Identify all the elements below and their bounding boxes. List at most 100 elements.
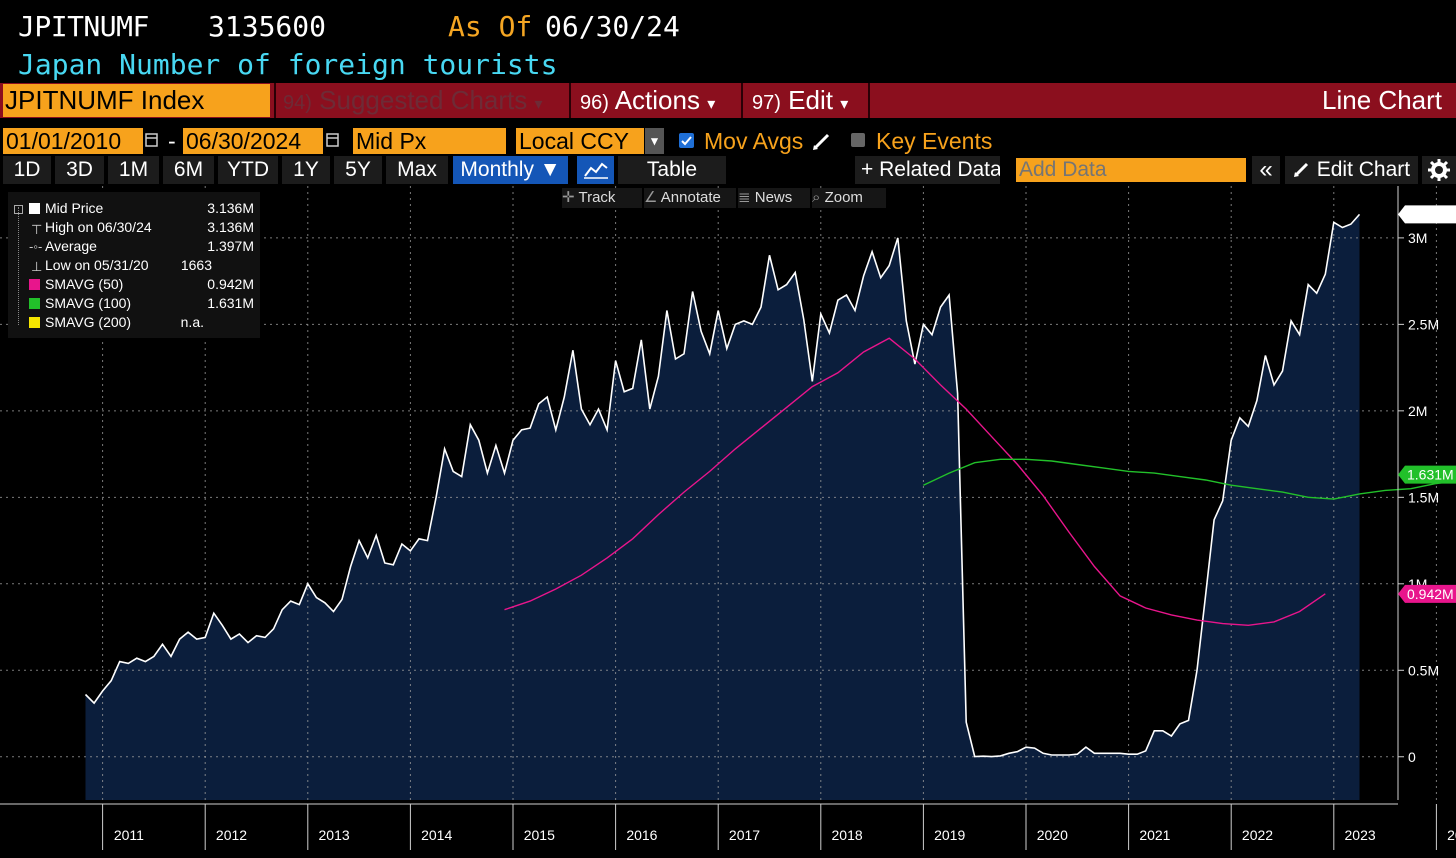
suggested-charts-button[interactable]: 94) Suggested Charts ▾ (283, 83, 543, 118)
currency-selector[interactable]: Local CCY (516, 128, 644, 154)
price-area (85, 214, 1360, 800)
x-axis-band (0, 802, 1456, 858)
security-description: Japan Number of foreign tourists (18, 48, 558, 81)
last-value: 3135600 (208, 10, 327, 43)
period-tab-5y[interactable]: 5Y (334, 156, 382, 184)
calendar-icon[interactable] (145, 129, 159, 151)
legend-sma100[interactable]: SMAVG (100) 1.631M (8, 294, 260, 313)
y-tick-label: 0 (1408, 749, 1416, 765)
legend-average[interactable]: -◦- Average 1.397M (8, 237, 260, 256)
annotate-tool[interactable]: ∠ Annotate (644, 188, 736, 208)
mid-price-swatch (29, 203, 40, 214)
end-date-field[interactable]: 06/30/2024 (183, 128, 323, 154)
security-field[interactable]: JPITNUMF Index (3, 84, 270, 117)
sma100-tag: 1.631M (1407, 467, 1454, 483)
price-field-selector[interactable]: Mid Px (353, 128, 506, 154)
actions-number: 96) (580, 92, 609, 114)
legend-label: Mid Price (45, 200, 104, 216)
sma100-tag-bg (1398, 465, 1456, 484)
pencil-icon[interactable] (811, 130, 833, 152)
sma50-tag: 0.942M (1407, 586, 1454, 602)
start-date-field[interactable]: 01/01/2010 (3, 128, 143, 154)
legend-mid-price[interactable]: Mid Price 3.136M (8, 199, 260, 218)
key-events-checkbox[interactable] (851, 133, 865, 147)
x-tick-label: 2012 (216, 827, 247, 843)
actions-button[interactable]: 96) Actions ▾ (580, 83, 715, 118)
period-tab-ytd[interactable]: YTD (218, 156, 278, 184)
period-tab-max[interactable]: Max (386, 156, 448, 184)
sma50-tag-bg (1398, 584, 1456, 603)
legend-sma50[interactable]: SMAVG (50) 0.942M (8, 275, 260, 294)
x-tick-label: 2023 (1345, 827, 1376, 843)
key-events-label: Key Events (876, 128, 993, 154)
legend-high[interactable]: ⊤ High on 06/30/24 3.136M (8, 218, 260, 237)
y-tick-label: 2M (1408, 403, 1427, 419)
period-tab-1d[interactable]: 1D (3, 156, 51, 184)
legend-sma200[interactable]: SMAVG (200) n.a. (8, 313, 260, 332)
related-data-button[interactable]: + Related Data (855, 156, 1000, 184)
add-data-input[interactable] (1016, 158, 1246, 182)
sma100-swatch (29, 298, 40, 309)
chart-legend[interactable]: Mid Price 3.136M ⊤ High on 06/30/24 3.13… (8, 192, 260, 338)
x-tick-label: 2018 (832, 827, 863, 843)
separator (274, 83, 276, 118)
suggested-charts-number: 94) (283, 92, 312, 114)
actions-label: Actions (614, 85, 700, 115)
zoom-tool[interactable]: ⌕ Zoom (812, 188, 886, 208)
x-tick-label: 2015 (524, 827, 555, 843)
x-tick-label: 2022 (1242, 827, 1273, 843)
price-line[interactable] (84, 213, 1361, 758)
sma50-line[interactable] (504, 337, 1326, 627)
period-tab-1y[interactable]: 1Y (282, 156, 330, 184)
pencil-icon (1293, 162, 1308, 177)
mov-avgs-checkbox[interactable] (679, 133, 694, 148)
edit-chart-button[interactable]: Edit Chart (1285, 156, 1418, 184)
magnifier-icon: ⌕ (812, 189, 821, 206)
news-icon: ≣ (738, 189, 751, 206)
y-tick-label: 3M (1408, 230, 1427, 246)
x-tick-label: 2024 (1447, 827, 1456, 843)
x-tick-label: 2011 (114, 827, 144, 843)
crosshair-icon: ✛ (562, 189, 575, 206)
news-tool[interactable]: ≣ News (738, 188, 810, 208)
legend-value: 3.136M (207, 200, 254, 216)
edit-button[interactable]: 97) Edit ▾ (752, 83, 848, 118)
x-tick-label: 2013 (319, 827, 350, 843)
separator (868, 83, 870, 118)
line-chart-icon[interactable] (577, 156, 614, 184)
as-of-date: 06/30/24 (545, 10, 680, 43)
legend-low[interactable]: ⊥ Low on 05/31/20 1663 (8, 256, 260, 275)
period-tab-1m[interactable]: 1M (108, 156, 159, 184)
date-range-dash: - (168, 128, 176, 154)
chart-type-label[interactable]: Line Chart (1322, 85, 1442, 115)
mov-avgs-label: Mov Avgs (704, 128, 804, 154)
low-marker-icon: ⊥ (31, 259, 43, 274)
x-tick-label: 2014 (421, 827, 452, 843)
track-tool[interactable]: ✛ Track (562, 188, 642, 208)
legend-label: Low on 05/31/20 (45, 257, 149, 273)
legend-value: 1.397M (207, 238, 254, 254)
x-tick-label: 2021 (1139, 827, 1170, 843)
last-price-tag-bg (1398, 205, 1456, 224)
period-tab-3d[interactable]: 3D (55, 156, 104, 184)
x-tick-label: 2019 (934, 827, 965, 843)
chart-canvas[interactable]: 00.5M1M1.5M2M2.5M3M3.136M1.631M0.942M201… (0, 186, 1456, 858)
period-tab-6m[interactable]: 6M (163, 156, 214, 184)
sma100-line[interactable] (923, 458, 1456, 500)
currency-dropdown-icon[interactable]: ▼ (645, 128, 664, 154)
as-of-label: As Of (448, 10, 533, 43)
gear-icon[interactable] (1422, 156, 1456, 184)
suggested-charts-label: Suggested Charts (319, 85, 528, 115)
legend-value: n.a. (180, 314, 204, 330)
table-button[interactable]: Table (618, 156, 726, 184)
calendar-icon[interactable] (326, 129, 340, 151)
legend-label: SMAVG (100) (45, 295, 132, 311)
edit-label: Edit (788, 85, 833, 115)
collapse-icon[interactable]: « (1252, 156, 1280, 184)
x-tick-label: 2017 (729, 827, 760, 843)
legend-tree-line (18, 207, 20, 325)
frequency-selector[interactable]: Monthly ▼ (453, 156, 568, 184)
x-tick-label: 2020 (1037, 827, 1068, 843)
chevron-down-icon: ▾ (840, 96, 849, 113)
legend-label: Average (45, 238, 97, 254)
